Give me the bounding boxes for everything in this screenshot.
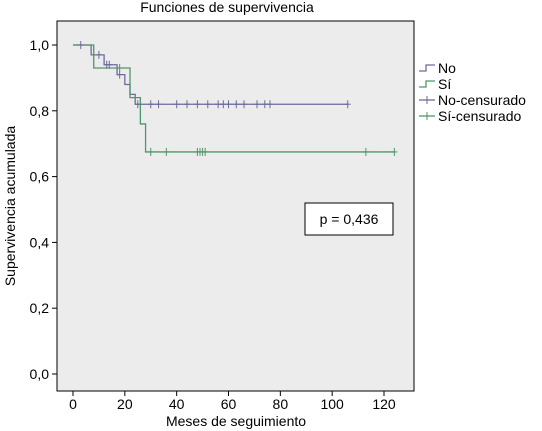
censor-mark-si [362, 147, 369, 156]
x-tick-label: 100 [320, 396, 344, 412]
censor-mark-no [77, 41, 84, 49]
censor-mark-si [147, 147, 154, 156]
censor-mark-no [266, 100, 273, 109]
y-tick-label: 0,4 [30, 234, 50, 250]
y-tick-label: 0,0 [30, 366, 50, 382]
censor-mark-si [163, 147, 170, 156]
p-value-box-frame [304, 202, 394, 236]
legend-swatch [419, 80, 435, 88]
y-axis-label: Supervivencia acumulada [2, 126, 18, 287]
x-axis-label: Meses de seguimiento [166, 413, 306, 429]
censor-mark-no [261, 100, 268, 109]
x-tick-label: 60 [221, 396, 237, 412]
censor-mark-no [173, 100, 180, 109]
x-tick-label: 20 [117, 396, 133, 412]
censor-mark-no [147, 100, 154, 109]
censor-mark-no [106, 60, 113, 69]
censor-mark-no [220, 100, 227, 109]
censor-mark-no [134, 100, 141, 109]
x-tick-label: 120 [372, 396, 396, 412]
legend-label: Sí-censurado [438, 108, 521, 124]
series-line-si [73, 44, 395, 153]
x-tick-label: 80 [273, 396, 289, 412]
p-value-text: p = 0,436 [320, 211, 379, 227]
y-tick-label: 0,6 [30, 169, 50, 185]
censor-mark-no [204, 100, 211, 109]
legend-label: No-censurado [438, 92, 526, 108]
series-layer [73, 44, 395, 153]
legend-item: No [419, 60, 456, 76]
censor-mark-no [194, 100, 201, 109]
y-tick-label: 0,8 [30, 103, 50, 119]
censor-mark-no [225, 100, 232, 109]
censor-mark-si [116, 64, 123, 73]
p-value-box: p = 0,436 [304, 202, 394, 236]
censor-layer [77, 41, 398, 156]
x-tick-label: 0 [69, 396, 77, 412]
censor-mark-no [95, 50, 102, 59]
y-tick-label: 1,0 [30, 37, 50, 53]
series-line-no [73, 44, 348, 105]
x-axis: 0 20 40 60 80 100 120 [69, 391, 396, 412]
censor-mark-no [215, 100, 222, 109]
y-tick-label: 0,2 [30, 300, 50, 316]
censor-mark-si [202, 147, 209, 156]
legend-label: Sí [438, 76, 451, 92]
legend-item: No-censurado [419, 92, 526, 108]
censor-mark-no [184, 100, 191, 109]
x-tick-label: 40 [169, 396, 185, 412]
censor-mark-no [233, 100, 240, 109]
legend-swatch [419, 64, 435, 72]
censor-mark-no [155, 100, 162, 109]
legend-item: Sí [419, 76, 451, 92]
censor-mark-si [391, 147, 398, 156]
chart-title: Funciones de supervivencia [140, 0, 314, 15]
legend-label: No [438, 60, 456, 76]
y-axis: 0,0 0,2 0,4 0,6 0,8 1,0 [30, 37, 57, 382]
censor-mark-no [254, 100, 261, 109]
censor-mark-no [241, 100, 248, 109]
legend-item: Sí-censurado [419, 108, 521, 124]
censor-mark-no [344, 100, 351, 109]
